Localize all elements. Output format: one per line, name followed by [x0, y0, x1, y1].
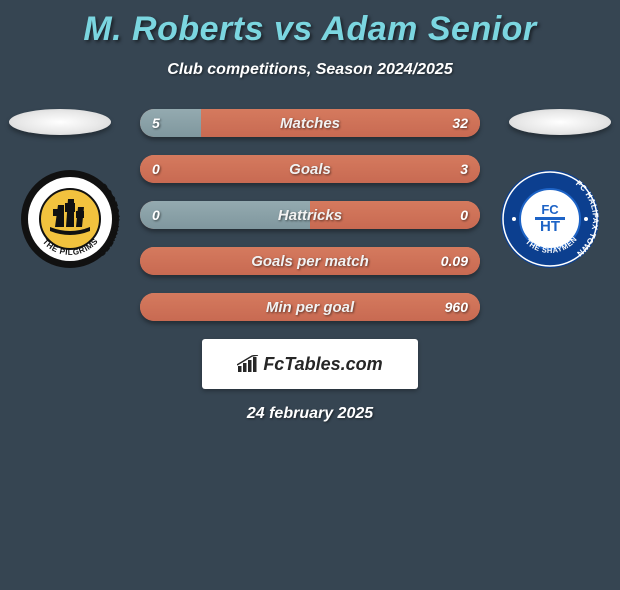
bar-right-fill	[140, 155, 480, 183]
date-text: 24 february 2025	[0, 405, 620, 423]
stat-value-right: 32	[440, 109, 480, 137]
stat-bars: 532Matches03Goals00Hattricks0.09Goals pe…	[140, 109, 480, 321]
stat-row: 532Matches	[140, 109, 480, 137]
boston-united-badge-icon: BOSTON UNITED THE PILGRIMS	[20, 169, 120, 269]
team-crest-left: BOSTON UNITED THE PILGRIMS	[20, 169, 120, 269]
stat-row: 03Goals	[140, 155, 480, 183]
brand-text: FcTables.com	[263, 354, 382, 375]
page-title: M. Roberts vs Adam Senior	[0, 10, 620, 49]
stat-value-left: 0	[140, 155, 172, 183]
stat-value-left: 5	[140, 109, 172, 137]
stat-value-right: 3	[448, 155, 480, 183]
subtitle: Club competitions, Season 2024/2025	[0, 61, 620, 79]
player-disc-left	[9, 109, 111, 135]
bar-right-fill	[140, 293, 480, 321]
comparison-stage: BOSTON UNITED THE PILGRIMS FC HT FC HALI…	[0, 109, 620, 321]
stat-row: 960Min per goal	[140, 293, 480, 321]
stat-value-left	[140, 293, 164, 321]
stat-value-right: 0.09	[429, 247, 480, 275]
halifax-town-badge-icon: FC HT FC HALIFAX TOWN THE SHAYMEN	[500, 169, 600, 269]
stat-value-left: 0	[140, 201, 172, 229]
stat-value-right: 0	[448, 201, 480, 229]
brand-logo: FcTables.com	[237, 354, 382, 375]
player-disc-right	[509, 109, 611, 135]
svg-text:HT: HT	[540, 218, 560, 235]
stat-value-right: 960	[433, 293, 480, 321]
stat-row: 0.09Goals per match	[140, 247, 480, 275]
chart-icon	[237, 355, 259, 373]
stat-value-left	[140, 247, 164, 275]
brand-box: FcTables.com	[202, 339, 418, 389]
bar-right-fill	[201, 109, 480, 137]
svg-text:FC: FC	[541, 202, 559, 217]
stat-row: 00Hattricks	[140, 201, 480, 229]
team-crest-right: FC HT FC HALIFAX TOWN THE SHAYMEN	[500, 169, 600, 269]
